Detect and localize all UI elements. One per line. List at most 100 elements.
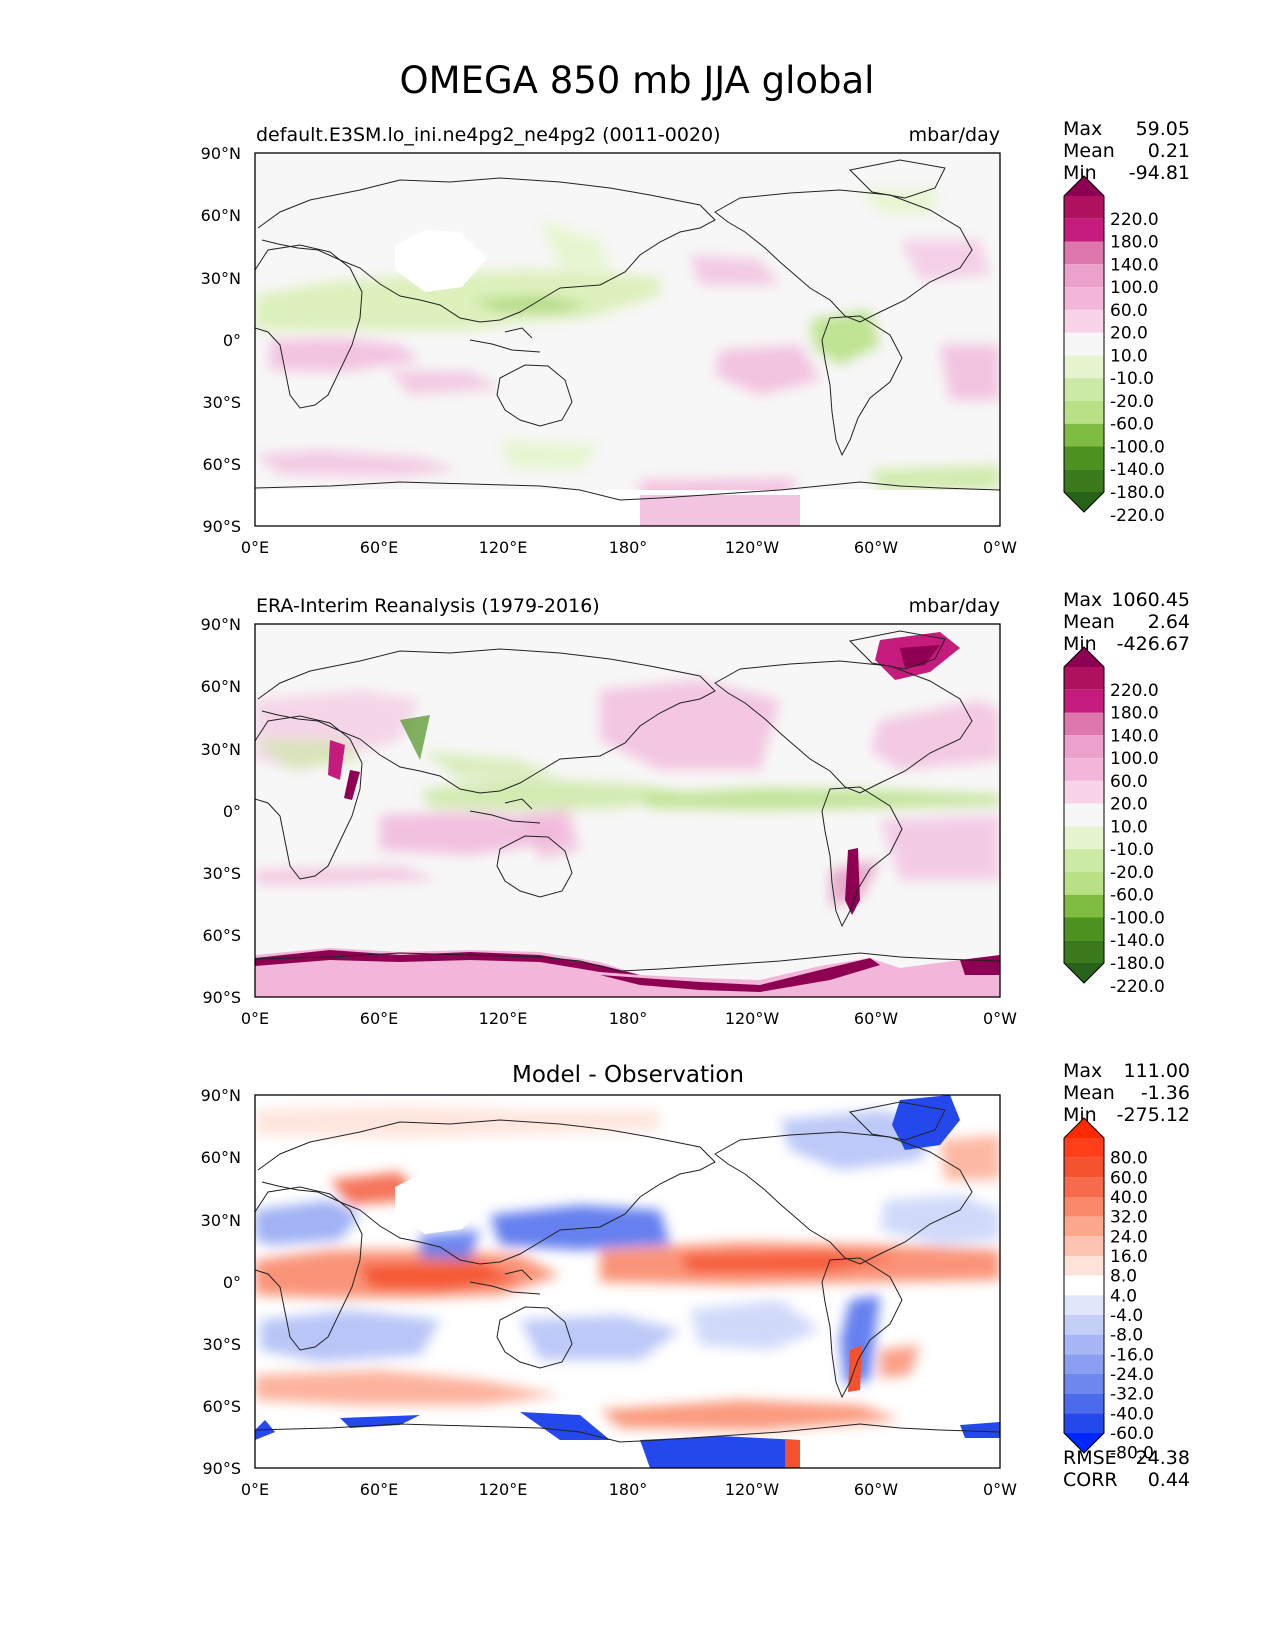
- lat-tick-label: 30°N: [201, 269, 241, 288]
- lon-tick-label: 180°: [609, 538, 648, 557]
- colorbar-tick-label: 8.0: [1110, 1267, 1137, 1287]
- colorbar-tick-label: 10.0: [1110, 346, 1148, 366]
- lat-tick-label: 60°N: [201, 1148, 241, 1167]
- colorbar-swatch: [1064, 241, 1104, 265]
- colorbar-swatch: [1064, 1197, 1104, 1217]
- stats-box: Max 1060.45 Mean 2.64 Min -426.67: [1063, 589, 1190, 655]
- lon-tick-label: 120°E: [479, 1480, 528, 1499]
- colorbar-tick-label: -140.0: [1110, 460, 1165, 480]
- colorbar-swatch: [1064, 332, 1104, 356]
- lon-tick-label: 180°: [609, 1009, 648, 1028]
- contour-map: [254, 1094, 1001, 1469]
- colorbar-swatch: [1064, 894, 1104, 918]
- colorbar-tick-label: -16.0: [1110, 1345, 1154, 1365]
- lat-tick-label: 60°S: [202, 1397, 241, 1416]
- lat-tick-label: 60°S: [202, 926, 241, 945]
- colorbar-swatch: [1064, 826, 1104, 850]
- colorbar-swatch: [1064, 1354, 1104, 1374]
- corr-value: 0.44: [1148, 1469, 1190, 1491]
- colorbar-swatch: [1064, 1295, 1104, 1315]
- stat-max-value: 111.00: [1124, 1060, 1190, 1082]
- colorbar-swatch: [1064, 689, 1104, 713]
- stat-min-value: -426.67: [1117, 633, 1190, 655]
- colorbar-swatch: [1064, 378, 1104, 401]
- stat-min-label: Min: [1063, 1104, 1097, 1126]
- colorbar-tick-label: -60.0: [1110, 886, 1154, 906]
- lat-tick-label: 60°N: [201, 677, 241, 696]
- colorbar-outline: [1063, 1117, 1105, 1454]
- colorbar-tick-label: -40.0: [1110, 1404, 1154, 1424]
- colorbar-tick-label: 180.0: [1110, 704, 1159, 724]
- colorbar-tick-label: 60.0: [1110, 772, 1148, 792]
- colorbar-swatch: [1064, 1157, 1104, 1178]
- panel-model: default.E3SM.lo_ini.ne4pg2_ne4pg2 (0011-…: [201, 118, 1190, 557]
- lat-axis: 90°N 60°N 30°N 0° 30°S 60°S 90°S: [201, 615, 241, 1007]
- colorbar-tick-label: -140.0: [1110, 931, 1165, 951]
- colorbar-swatch: [1064, 400, 1104, 424]
- colorbar-swatch: [1064, 1413, 1104, 1433]
- colorbar-tick-label: -220.0: [1110, 977, 1165, 997]
- colorbar-tick-label: 32.0: [1110, 1208, 1148, 1228]
- colorbar-tick-label: 24.0: [1110, 1227, 1148, 1247]
- lat-tick-label: 0°: [223, 802, 241, 821]
- panel-units: mbar/day: [909, 595, 1000, 617]
- colorbar-outline: [1063, 175, 1105, 513]
- colorbar-swatch: [1064, 218, 1104, 242]
- lon-tick-label: 0°W: [983, 1480, 1017, 1499]
- lat-tick-label: 90°S: [202, 988, 241, 1007]
- lon-tick-label: 60°W: [854, 538, 898, 557]
- contour-map: [254, 152, 1001, 527]
- colorbar-tick-label: -80.0: [1110, 1444, 1154, 1464]
- panel-difference: Model - Observation: [201, 1060, 1190, 1499]
- colorbar-swatch: [1064, 1433, 1104, 1453]
- lon-tick-label: 60°W: [854, 1009, 898, 1028]
- lon-tick-label: 120°W: [725, 538, 780, 557]
- colorbar-tick-label: 10.0: [1110, 817, 1148, 837]
- colorbar-tick-label: 180.0: [1110, 233, 1159, 253]
- lon-tick-label: 120°W: [725, 1480, 780, 1499]
- colorbar-swatch: [1064, 647, 1104, 667]
- lon-tick-label: 60°E: [360, 538, 398, 557]
- colorbar-tick-label: 4.0: [1110, 1286, 1137, 1306]
- lon-tick-label: 120°W: [725, 1009, 780, 1028]
- colorbar-tick-label: -220.0: [1110, 506, 1165, 526]
- colorbar-swatch: [1064, 309, 1104, 333]
- stat-max-value: 59.05: [1136, 118, 1190, 140]
- stat-mean-label: Mean: [1063, 1082, 1115, 1104]
- lat-axis: 90°N 60°N 30°N 0° 30°S 60°S 90°S: [201, 144, 241, 536]
- lat-tick-label: 60°S: [202, 455, 241, 474]
- colorbar-swatch: [1064, 469, 1104, 492]
- colorbar-tick-label: 80.0: [1110, 1149, 1148, 1169]
- colorbar-tick-label: 220.0: [1110, 681, 1159, 701]
- lat-tick-label: 90°N: [201, 615, 241, 634]
- rmse-value: 24.38: [1136, 1447, 1190, 1469]
- colorbar-swatch: [1064, 803, 1104, 827]
- panel-title-left: default.E3SM.lo_ini.ne4pg2_ne4pg2 (0011-…: [256, 124, 721, 146]
- colorbar-swatch: [1064, 264, 1104, 288]
- lat-tick-label: 30°S: [202, 864, 241, 883]
- stat-mean-value: 2.64: [1148, 611, 1190, 633]
- lat-tick-label: 90°N: [201, 144, 241, 163]
- lat-tick-label: 30°S: [202, 1335, 241, 1354]
- colorbar-swatch: [1064, 446, 1104, 470]
- lon-tick-label: 180°: [609, 1480, 648, 1499]
- colorbar-swatch: [1064, 1138, 1104, 1158]
- colorbar-swatch: [1064, 1374, 1104, 1394]
- colorbar-tick-label: -180.0: [1110, 483, 1165, 503]
- lat-tick-label: 30°N: [201, 1211, 241, 1230]
- lon-axis: 0°E 60°E 120°E 180° 120°W 60°W 0°W: [241, 1009, 1017, 1028]
- colorbar-tick-label: -32.0: [1110, 1385, 1154, 1405]
- lon-tick-label: 120°E: [479, 1009, 528, 1028]
- stat-mean-label: Mean: [1063, 611, 1115, 633]
- colorbar-tick-label: -100.0: [1110, 908, 1165, 928]
- colorbar-tick-label: 60.0: [1110, 301, 1148, 321]
- skill-scores: RMSE 24.38 CORR 0.44: [1063, 1447, 1190, 1491]
- colorbar-tick-label: 100.0: [1110, 749, 1159, 769]
- colorbar-swatch: [1064, 940, 1104, 963]
- colorbar-swatch: [1064, 712, 1104, 736]
- colorbar-swatch: [1064, 1393, 1104, 1414]
- lon-tick-label: 0°E: [241, 1009, 269, 1028]
- colorbar-swatch: [1064, 780, 1104, 804]
